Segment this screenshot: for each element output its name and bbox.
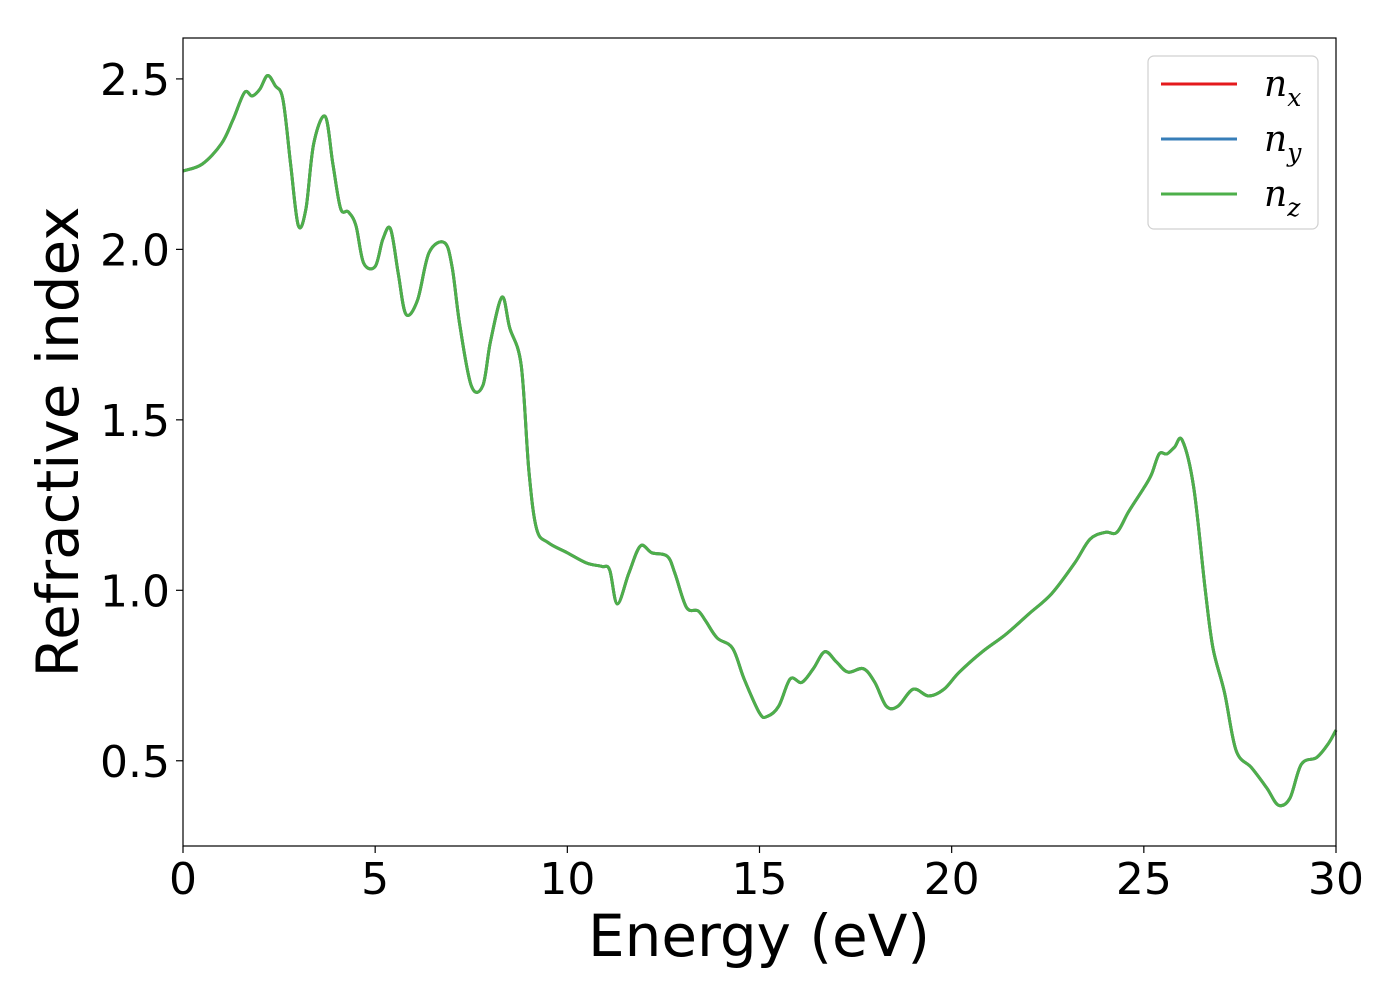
x-tick-label: 15	[732, 854, 788, 905]
y-axis-ticks: 0.5 1.0 1.5 2.0 2.5	[100, 55, 183, 788]
plot-lines	[182, 74, 1338, 808]
legend-label: ny	[1264, 119, 1302, 167]
x-tick-label: 25	[1116, 854, 1172, 905]
x-tick-label: 0	[169, 854, 197, 905]
y-axis-label: Refractive index	[24, 206, 92, 677]
y-tick-label: 0.5	[100, 737, 170, 788]
y-tick-label: 2.0	[100, 225, 170, 276]
x-tick-label: 10	[539, 854, 595, 905]
y-tick-label: 1.5	[100, 396, 170, 447]
x-axis-label: Energy (eV)	[588, 902, 930, 970]
legend-label: nx	[1264, 64, 1301, 112]
legend-box	[1147, 55, 1319, 230]
x-tick-label: 20	[924, 854, 980, 905]
x-tick-label: 5	[361, 854, 389, 905]
series-line-n-z	[182, 74, 1338, 808]
y-tick-label: 2.5	[100, 55, 170, 106]
y-tick-label: 1.0	[100, 566, 170, 617]
legend: nx ny nz	[1147, 55, 1319, 230]
legend-label: nz	[1264, 174, 1301, 222]
x-axis-ticks: 0 5 10 15 20 25 30	[169, 846, 1364, 905]
x-tick-label: 30	[1308, 854, 1364, 905]
